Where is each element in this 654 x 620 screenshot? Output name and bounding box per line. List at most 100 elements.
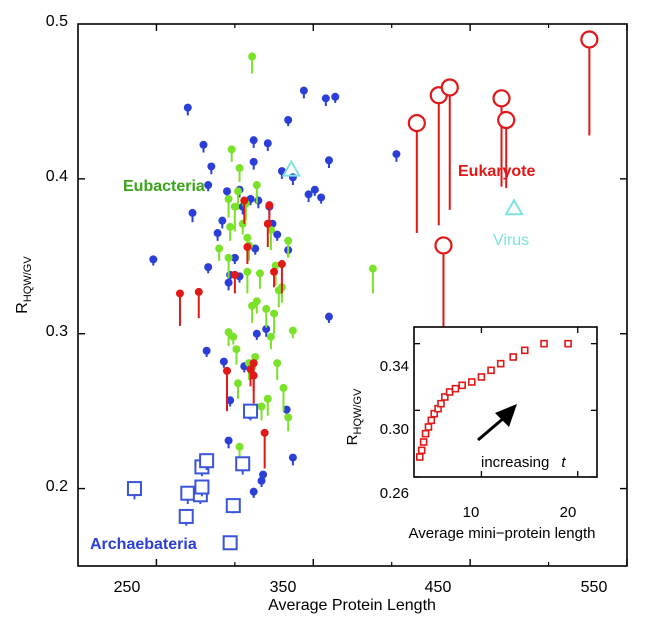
blue-point xyxy=(251,244,260,253)
eukaryote-point xyxy=(407,114,426,133)
blue-point xyxy=(249,157,258,166)
inset-point xyxy=(477,373,486,381)
svg-text:RHQW/GV: RHQW/GV xyxy=(344,388,364,445)
blue-point xyxy=(299,86,308,95)
green-point xyxy=(252,181,261,190)
blue-point xyxy=(324,312,333,321)
blue-point xyxy=(254,196,263,205)
red-point xyxy=(249,359,258,368)
y-tick-label: 0.5 xyxy=(46,13,68,30)
eukaryote-point xyxy=(434,236,453,255)
red-point xyxy=(243,242,252,251)
x-axis-title: Average Protein Length xyxy=(268,597,436,614)
blue-point xyxy=(213,229,222,238)
blue-point xyxy=(207,162,216,171)
red-point xyxy=(175,289,184,298)
blue-point xyxy=(273,230,282,239)
blue-point xyxy=(202,346,211,355)
red-point xyxy=(223,366,232,375)
blue-point xyxy=(224,278,233,287)
inset-y-tick-label: 0.30 xyxy=(380,421,409,438)
green-point xyxy=(232,345,241,354)
blue-point xyxy=(288,453,297,462)
eukaryote-point xyxy=(492,89,511,108)
blue-point xyxy=(224,436,233,445)
x-tick-label: 250 xyxy=(114,579,141,596)
increasing-arrow-icon xyxy=(477,404,517,442)
green-point xyxy=(233,379,242,388)
green-point xyxy=(230,202,239,211)
blue-point xyxy=(252,329,261,338)
inset-point xyxy=(467,378,476,386)
archaea-point xyxy=(199,453,215,469)
archaea-point xyxy=(180,485,196,501)
inset-point xyxy=(415,453,424,461)
inset-point xyxy=(424,423,433,431)
inset-x-tick-label: 20 xyxy=(560,504,577,521)
x-tick-label: 450 xyxy=(425,579,452,596)
inset-ticks xyxy=(414,327,597,478)
inset-x-tick-label: 10 xyxy=(463,504,480,521)
virus-triangle-series xyxy=(281,159,524,216)
blue-point xyxy=(226,396,235,405)
red-point xyxy=(230,270,239,279)
blue-point xyxy=(317,193,326,202)
blue-point xyxy=(324,156,333,165)
green-point xyxy=(263,394,272,403)
inset-point xyxy=(421,429,430,438)
blue-point xyxy=(262,325,271,334)
green-pin-series xyxy=(215,52,377,460)
green-point xyxy=(224,194,233,203)
blue-point xyxy=(321,94,330,103)
green-point xyxy=(235,164,244,173)
eukaryote-label: Eukaryote xyxy=(458,163,535,180)
blue-point xyxy=(282,405,291,414)
blue-point xyxy=(204,263,213,272)
green-point xyxy=(257,402,266,411)
inset-y-axis-title: RHQW/GV xyxy=(344,388,364,445)
inset-point xyxy=(520,346,529,355)
green-point xyxy=(226,222,235,231)
blue-point xyxy=(223,187,232,196)
eukaryote-point xyxy=(497,110,516,130)
blue-point xyxy=(263,139,272,148)
green-point xyxy=(255,269,264,278)
green-point xyxy=(243,233,252,242)
blue-point xyxy=(249,487,258,496)
green-point xyxy=(227,145,236,154)
eukaryote-point xyxy=(440,78,459,97)
y-axis-title: RHQW/GV xyxy=(14,256,34,314)
archaea-label: Archaebateria xyxy=(90,536,197,553)
inset-point xyxy=(509,353,518,361)
inset-point xyxy=(451,384,460,393)
green-point xyxy=(284,413,293,422)
red-point xyxy=(265,201,274,210)
red-point xyxy=(240,196,249,205)
virus-point xyxy=(504,198,524,216)
green-point xyxy=(224,253,233,262)
inset-point xyxy=(564,339,572,348)
blue-point xyxy=(288,173,297,182)
red-point xyxy=(246,365,255,374)
virus-label: Virus xyxy=(493,232,529,249)
green-point xyxy=(233,187,242,196)
green-point xyxy=(229,332,238,341)
green-point xyxy=(251,352,260,361)
red-point xyxy=(194,287,203,296)
inset-point xyxy=(458,381,466,390)
eukaryote-circle-series xyxy=(407,30,599,350)
green-point xyxy=(273,359,282,368)
virus-point xyxy=(281,159,302,177)
inset-point xyxy=(430,409,439,418)
archaea-square-series xyxy=(126,403,259,551)
green-point xyxy=(266,225,275,234)
blue-point xyxy=(249,136,258,145)
inset-point xyxy=(419,438,428,446)
blue-point xyxy=(204,181,213,190)
green-point xyxy=(248,52,257,61)
archaea-point xyxy=(194,479,210,495)
archaea-point xyxy=(222,535,238,551)
green-point xyxy=(284,236,293,245)
y-tick-label: 0.2 xyxy=(46,478,68,495)
green-point xyxy=(288,326,297,335)
